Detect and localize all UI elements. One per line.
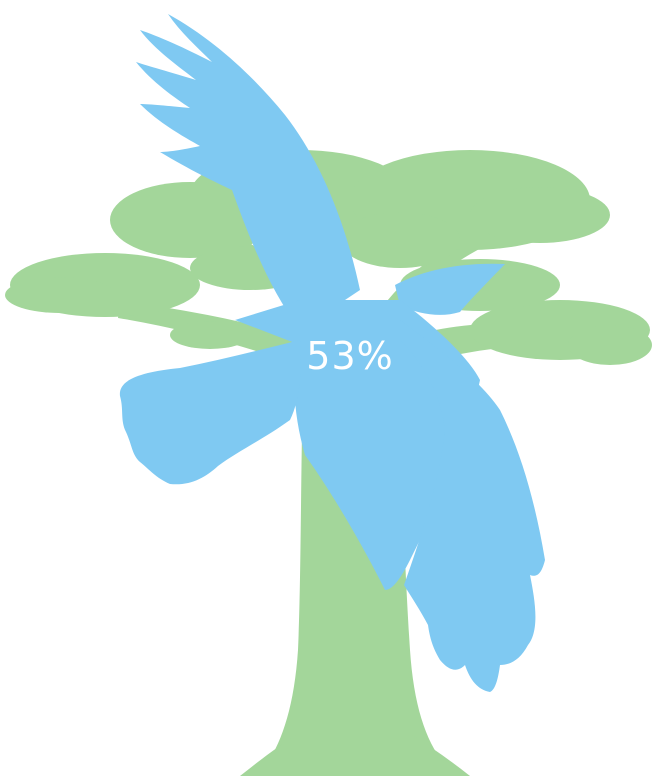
- overlap-percentage-label: 53%: [306, 334, 393, 378]
